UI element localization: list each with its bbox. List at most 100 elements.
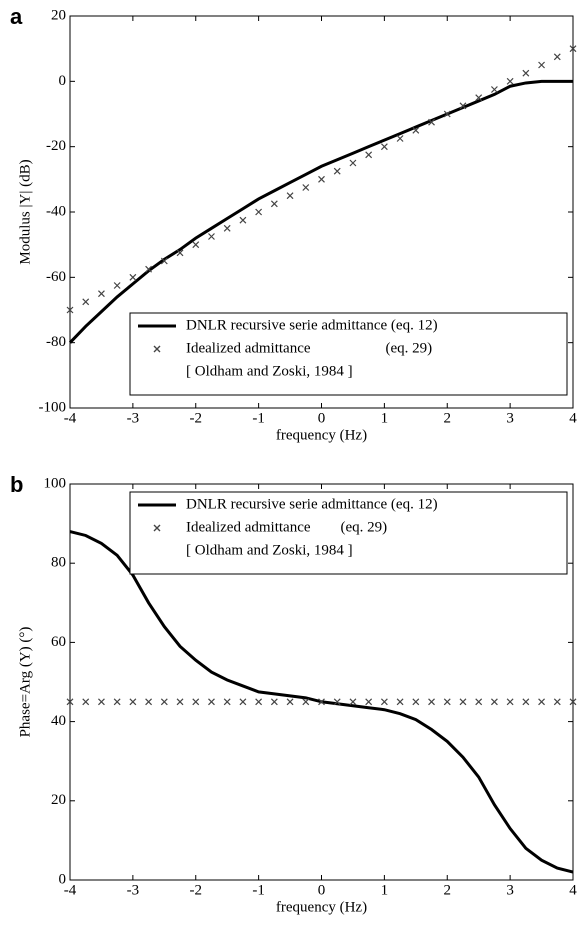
legend-swatch [153,345,161,353]
y-tick-label: -40 [46,203,66,219]
data-marker [66,306,74,314]
data-marker [113,698,121,706]
data-marker [538,698,545,706]
x-tick-label: -4 [64,410,77,426]
data-marker [286,698,294,706]
data-marker [208,698,215,706]
data-marker [553,53,561,61]
data-marker [396,135,404,142]
data-marker [412,698,420,706]
x-tick-label: 0 [318,882,326,898]
data-marker [318,698,325,706]
data-marker [82,698,90,706]
data-marker [208,233,215,240]
legend-note: [ Oldham and Zoski, 1984 ] [186,542,353,558]
data-marker [302,698,310,706]
x-tick-label: -3 [127,882,140,898]
legend-label: Idealized admittance (eq. 29) [186,340,432,356]
data-marker [380,698,388,706]
data-marker [506,698,514,706]
y-tick-label: 20 [51,7,66,23]
y-axis-label: Phase=Arg (Y) (°) [17,627,33,738]
data-marker [349,159,357,167]
x-tick-label: -1 [252,410,265,426]
y-tick-label: -60 [46,269,66,285]
data-marker [160,257,168,265]
y-tick-label: 100 [44,475,67,491]
y-axis-label: Modulus |Y| (dB) [17,159,33,264]
data-marker [223,224,231,232]
x-tick-label: 3 [506,882,514,898]
data-marker [239,216,247,224]
legend-label: DNLR recursive serie admittance (eq. 12) [186,317,438,333]
data-marker [176,698,184,706]
data-marker [98,698,105,706]
x-tick-label: -2 [190,882,203,898]
data-marker [129,698,137,706]
legend-note: [ Oldham and Zoski, 1984 ] [186,363,353,379]
data-marker [239,698,247,706]
data-marker [365,698,373,706]
data-marker [333,698,341,706]
y-tick-label: -80 [46,334,66,350]
x-tick-label: 4 [569,882,577,898]
x-tick-label: 4 [569,410,577,426]
data-marker [160,698,168,706]
data-marker [475,94,483,102]
data-marker [145,265,153,273]
x-tick-label: -3 [127,410,140,426]
x-axis-label: frequency (Hz) [276,899,367,915]
data-marker [192,698,200,706]
data-marker [145,698,153,706]
legend-swatch [153,524,161,532]
data-marker [443,698,451,706]
data-marker [66,698,74,706]
panel-label: a [10,4,23,29]
data-marker [176,249,184,257]
data-marker [365,151,373,159]
x-tick-label: -2 [190,410,203,426]
data-marker [522,698,530,706]
data-marker [192,241,200,249]
x-tick-label: -4 [64,882,77,898]
legend-label: DNLR recursive serie admittance (eq. 12) [186,496,438,512]
data-marker [443,110,451,118]
data-marker [255,698,263,706]
data-marker [490,86,498,93]
y-tick-label: 20 [51,792,66,808]
y-tick-label: 60 [51,634,66,650]
x-tick-label: 0 [318,410,326,426]
x-tick-label: 2 [444,882,452,898]
y-tick-label: -20 [46,138,66,154]
data-marker [569,45,577,53]
data-marker [459,102,467,110]
data-marker [318,175,325,183]
data-marker [286,192,294,200]
data-marker [412,126,420,134]
x-tick-label: 3 [506,410,514,426]
y-tick-label: 80 [51,555,66,571]
data-marker [255,208,263,216]
panel-label: b [10,472,23,497]
legend-box [129,491,568,575]
data-marker [553,698,561,706]
data-marker [380,143,388,151]
y-tick-label: -100 [39,399,67,415]
data-marker [333,167,341,175]
data-marker [223,698,231,706]
data-marker [506,77,514,85]
data-marker [396,698,404,706]
data-marker [428,698,435,706]
x-tick-label: -1 [252,882,265,898]
x-axis-label: frequency (Hz) [276,427,367,443]
data-line [68,79,573,344]
y-tick-label: 0 [59,871,67,887]
data-marker [270,698,278,706]
data-marker [270,200,278,208]
x-tick-label: 1 [381,410,389,426]
data-marker [459,698,467,706]
x-tick-label: 1 [381,882,389,898]
data-marker [129,273,137,281]
y-tick-label: 0 [59,73,67,89]
